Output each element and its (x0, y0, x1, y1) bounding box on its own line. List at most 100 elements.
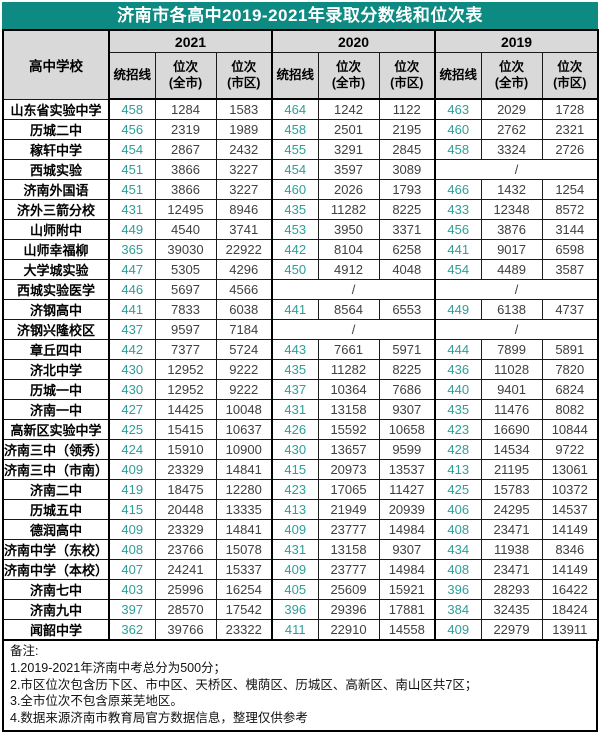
rank-cell: 23471 (480, 559, 543, 580)
rank-cell: 5724 (215, 339, 273, 360)
rank-cell: 3291 (317, 139, 380, 160)
score-cell: 431 (271, 539, 319, 560)
rank-cell: 25996 (154, 579, 217, 600)
rank-cell: 8104 (317, 239, 380, 260)
rank-cell: 12952 (154, 359, 217, 380)
rank-cell: 11427 (378, 479, 436, 500)
score-cell: 458 (108, 98, 156, 120)
rank-cell: 8572 (541, 199, 599, 220)
score-cell: 437 (271, 379, 319, 400)
rank-cell: 3144 (541, 219, 599, 240)
rank-cell: 3597 (317, 159, 380, 180)
rank-cell: 3227 (215, 159, 273, 180)
school-name: 济钢兴隆校区 (2, 319, 110, 340)
rank-cell: 11938 (480, 539, 543, 560)
note-line: 4.数据来源济南市教育局官方数据信息，整理仅供参考 (10, 711, 308, 726)
rank-cell: 14558 (378, 619, 436, 641)
rank-cell: 16254 (215, 579, 273, 600)
rank-cell: 7686 (378, 379, 436, 400)
table-header: 高中学校 2021 2020 2019 统招线 位次 (全市) 位次 (市区) … (2, 29, 599, 100)
rank-cell: 3089 (378, 159, 436, 180)
no-data-cell: / (271, 279, 436, 300)
note-line: 备注: (10, 644, 39, 658)
rank-cell: 9017 (480, 239, 543, 260)
rank-cell: 10048 (215, 399, 273, 420)
rank-cell: 9222 (215, 359, 273, 380)
score-cell: 446 (108, 279, 156, 300)
rank-cell: 10900 (215, 439, 273, 460)
rank-cell: 18475 (154, 479, 217, 500)
rank-cell: 9307 (378, 399, 436, 420)
rank-cell: 1432 (480, 179, 543, 200)
rank-cell: 12952 (154, 379, 217, 400)
table-row: 济南中学（东校） 408 23766 15078 431 13158 9307 434 1193… (2, 539, 599, 560)
school-name: 山师附中 (2, 219, 110, 240)
col-header-score: 统招线 (108, 52, 156, 100)
school-name: 济南外国语 (2, 179, 110, 200)
rank-cell: 1793 (378, 179, 436, 200)
score-cell: 454 (271, 159, 319, 180)
rank-cell: 13061 (541, 459, 599, 480)
table-row: 西城实验医学 446 5697 4566// (2, 279, 599, 300)
rank-cell: 4737 (541, 299, 599, 320)
school-name: 山东省实验中学 (2, 98, 110, 120)
rank-cell: 6824 (541, 379, 599, 400)
note-line: 1.2019-2021年济南中考总分为500分； (10, 660, 227, 675)
score-cell: 427 (108, 399, 156, 420)
rank-cell: 7184 (215, 319, 273, 340)
school-name: 济南七中 (2, 579, 110, 600)
rank-cell: 6258 (378, 239, 436, 260)
rank-cell: 20939 (378, 499, 436, 520)
col-header-school: 高中学校 (2, 29, 110, 100)
note-line: 2.市区位次包含历下区、市中区、天桥区、槐荫区、历城区、高新区、南山区共7区； (10, 677, 478, 692)
table-row: 西城实验 451 3866 3227 454 3597 3089/ (2, 159, 599, 180)
rank-cell: 13657 (317, 439, 380, 460)
score-cell: 437 (108, 319, 156, 340)
table-row: 济南中学（本校） 407 24241 15337 409 23777 14984 408 234… (2, 559, 599, 580)
rank-cell: 5305 (154, 259, 217, 280)
rank-cell: 4489 (480, 259, 543, 280)
rank-cell: 1122 (378, 98, 436, 120)
score-cell: 408 (434, 559, 482, 580)
rank-cell: 16422 (541, 579, 599, 600)
table-row: 济南三中（领秀） 424 15910 10900 430 13657 9599 428 1453… (2, 439, 599, 460)
school-name: 济南中学（东校） (2, 539, 110, 560)
rank-cell: 6598 (541, 239, 599, 260)
rank-cell: 2195 (378, 119, 436, 140)
school-name: 济南一中 (2, 399, 110, 420)
rank-cell: 4540 (154, 219, 217, 240)
col-header-rank-city: 位次 (全市) (317, 52, 380, 100)
score-cell: 409 (271, 559, 319, 580)
no-data-cell: / (434, 159, 599, 180)
rank-cell: 32435 (480, 599, 543, 620)
rank-cell: 14841 (215, 459, 273, 480)
table-row: 济外三箭分校 431 12495 8946 435 11282 8225 433 12348 85… (2, 199, 599, 220)
rank-cell: 14425 (154, 399, 217, 420)
table-row: 闻韶中学 362 39766 23322 411 22910 14558 409 22979 13… (2, 619, 599, 641)
rank-cell: 10637 (215, 419, 273, 440)
table-row: 济南九中 397 28570 17542 396 29396 17881 384 32435 18… (2, 599, 599, 620)
score-cell: 441 (108, 299, 156, 320)
rank-cell: 15783 (480, 479, 543, 500)
rank-cell: 10844 (541, 419, 599, 440)
school-name: 西城实验医学 (2, 279, 110, 300)
score-cell: 447 (108, 259, 156, 280)
score-cell: 409 (434, 619, 482, 641)
rank-cell: 1989 (215, 119, 273, 140)
school-name: 历城五中 (2, 499, 110, 520)
score-cell: 451 (108, 179, 156, 200)
rank-cell: 24241 (154, 559, 217, 580)
rank-cell: 3876 (480, 219, 543, 240)
rank-cell: 2029 (480, 98, 543, 120)
score-cell: 431 (108, 199, 156, 220)
school-name: 山师幸福柳 (2, 239, 110, 260)
score-cell: 456 (434, 219, 482, 240)
rank-cell: 2867 (154, 139, 217, 160)
col-header-score: 统招线 (271, 52, 319, 100)
rank-cell: 25609 (317, 579, 380, 600)
rank-cell: 8225 (378, 199, 436, 220)
score-cell: 384 (434, 599, 482, 620)
rank-cell: 4296 (215, 259, 273, 280)
table-row: 章丘四中 442 7377 5724 443 7661 5971 444 7899 5891 (2, 339, 599, 360)
table-row: 历城一中 430 12952 9222 437 10364 7686 440 9401 6824 (2, 379, 599, 400)
